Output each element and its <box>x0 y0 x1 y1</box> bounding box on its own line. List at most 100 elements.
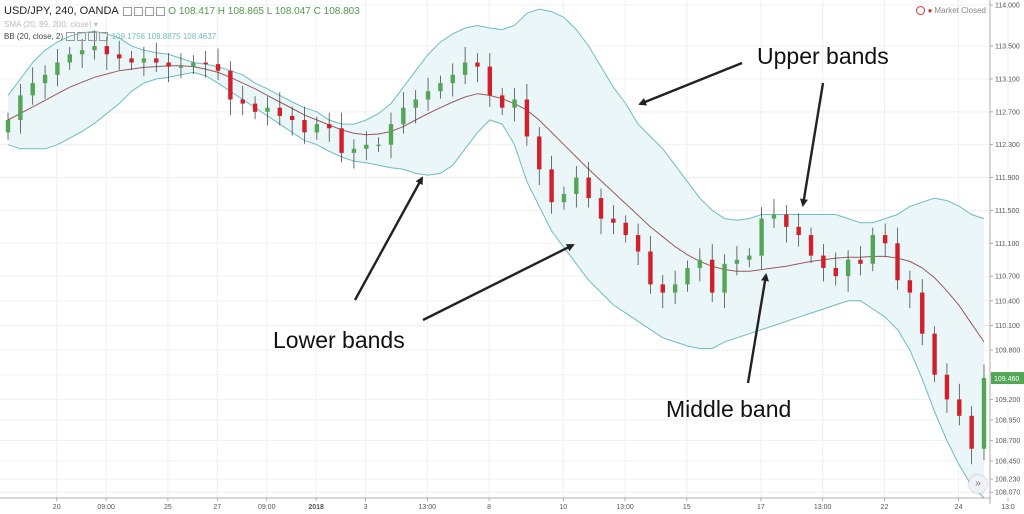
candle <box>586 161 591 208</box>
candle-body <box>92 46 97 51</box>
scroll-to-realtime-button[interactable]: » <box>969 475 987 493</box>
candle-body <box>166 62 171 67</box>
candle-body <box>957 399 962 416</box>
x-tick-label: 22 <box>881 504 889 511</box>
candle <box>759 207 764 270</box>
y-tick-label: 108.070 <box>995 490 1020 497</box>
bb-indicator-row[interactable]: BB (20, close, 2) 109.1756 109.8875 108.… <box>4 32 216 42</box>
candle-body <box>154 58 159 63</box>
high-value: H 108.865 <box>217 6 264 17</box>
x-tick-label: 3 <box>364 504 368 511</box>
candle <box>598 188 604 235</box>
candle <box>537 127 542 185</box>
candle <box>932 326 937 383</box>
candle-body <box>462 62 468 75</box>
candle <box>981 364 987 461</box>
candle <box>425 77 431 111</box>
candle-body <box>710 259 715 293</box>
candle <box>314 116 320 140</box>
settings-icon[interactable] <box>144 6 154 16</box>
annotation-arrow <box>422 243 575 322</box>
candle <box>462 46 468 85</box>
candle-body <box>265 107 270 112</box>
y-tick-label: 108.450 <box>995 459 1020 466</box>
candle <box>858 246 863 276</box>
close-icon[interactable] <box>99 32 109 42</box>
candle <box>944 363 950 413</box>
candle-body <box>858 259 863 264</box>
y-tick-label: 113.500 <box>995 44 1020 51</box>
settings-icon[interactable] <box>88 32 98 42</box>
candle <box>215 48 221 81</box>
candle <box>438 75 443 99</box>
open-value: O 108.417 <box>168 6 216 17</box>
candle-body <box>42 74 48 84</box>
candle <box>833 252 838 286</box>
candle <box>895 227 900 290</box>
candle-body <box>116 54 122 59</box>
candle-body <box>660 284 665 293</box>
x-tick-label: 17 <box>757 504 765 511</box>
candle <box>623 215 628 243</box>
candle <box>771 198 777 229</box>
candle-body <box>277 107 282 116</box>
candle <box>845 250 851 292</box>
candle <box>734 246 740 276</box>
candle-body <box>351 148 357 153</box>
candle <box>129 51 134 70</box>
candle <box>252 96 258 120</box>
candle <box>327 112 332 142</box>
candle-body <box>376 144 381 146</box>
candle-body <box>499 95 505 108</box>
candle <box>116 40 122 70</box>
candle-body <box>524 99 530 137</box>
candles <box>5 30 987 465</box>
candle-body <box>845 259 851 277</box>
candle-body <box>981 378 987 449</box>
candle-body <box>314 124 320 133</box>
symbol-label[interactable]: USD/JPY, 240, OANDA <box>4 5 119 17</box>
candle <box>302 106 307 144</box>
price-axis[interactable]: 114.000 113.500 113.100 112.700 112.300 111.9… <box>989 0 1024 504</box>
candle <box>450 63 455 97</box>
visibility-icon[interactable] <box>133 6 143 16</box>
candle <box>30 67 35 105</box>
chevron-down-icon[interactable] <box>122 6 132 16</box>
candle-body <box>55 62 60 75</box>
candle-body <box>648 251 653 285</box>
y-tick-label: 109.200 <box>995 397 1020 404</box>
candle <box>784 205 789 243</box>
candle <box>388 112 394 159</box>
visibility-icon[interactable] <box>77 32 87 42</box>
sma-indicator-row[interactable]: SMA (20, 89, 200, close) ▾ <box>4 20 98 29</box>
candle-body <box>734 259 740 264</box>
candle-body <box>425 91 431 100</box>
candle <box>549 155 554 214</box>
y-tick-label: 108.950 <box>995 417 1020 424</box>
candle <box>154 42 159 72</box>
y-tick-label: 110.400 <box>995 298 1020 305</box>
candle-body <box>30 83 35 96</box>
candle-body <box>907 280 913 293</box>
time-axis[interactable]: 20 09:00 25 27 09:00 2018 3 13:00 8 10 13:00 15 17 13… <box>0 497 1015 511</box>
symbol-header: USD/JPY, 240, OANDA O 108.417 H 108.865 … <box>4 5 360 17</box>
x-tick-label: 09:00 <box>97 504 115 511</box>
close-icon[interactable] <box>155 6 165 16</box>
candle-body <box>574 177 579 194</box>
candle-body <box>611 218 616 223</box>
candle <box>697 248 703 282</box>
candle-body <box>327 124 332 129</box>
candle <box>722 254 727 309</box>
candle-body <box>771 214 777 219</box>
candle-body <box>882 235 888 244</box>
candle <box>364 131 369 161</box>
candle-body <box>240 99 245 104</box>
candle-body <box>969 415 974 449</box>
chevron-down-icon[interactable] <box>66 32 76 42</box>
candle <box>401 92 406 134</box>
candle-body <box>475 62 480 67</box>
y-tick-label: 111.100 <box>995 241 1019 248</box>
candle <box>611 205 616 235</box>
